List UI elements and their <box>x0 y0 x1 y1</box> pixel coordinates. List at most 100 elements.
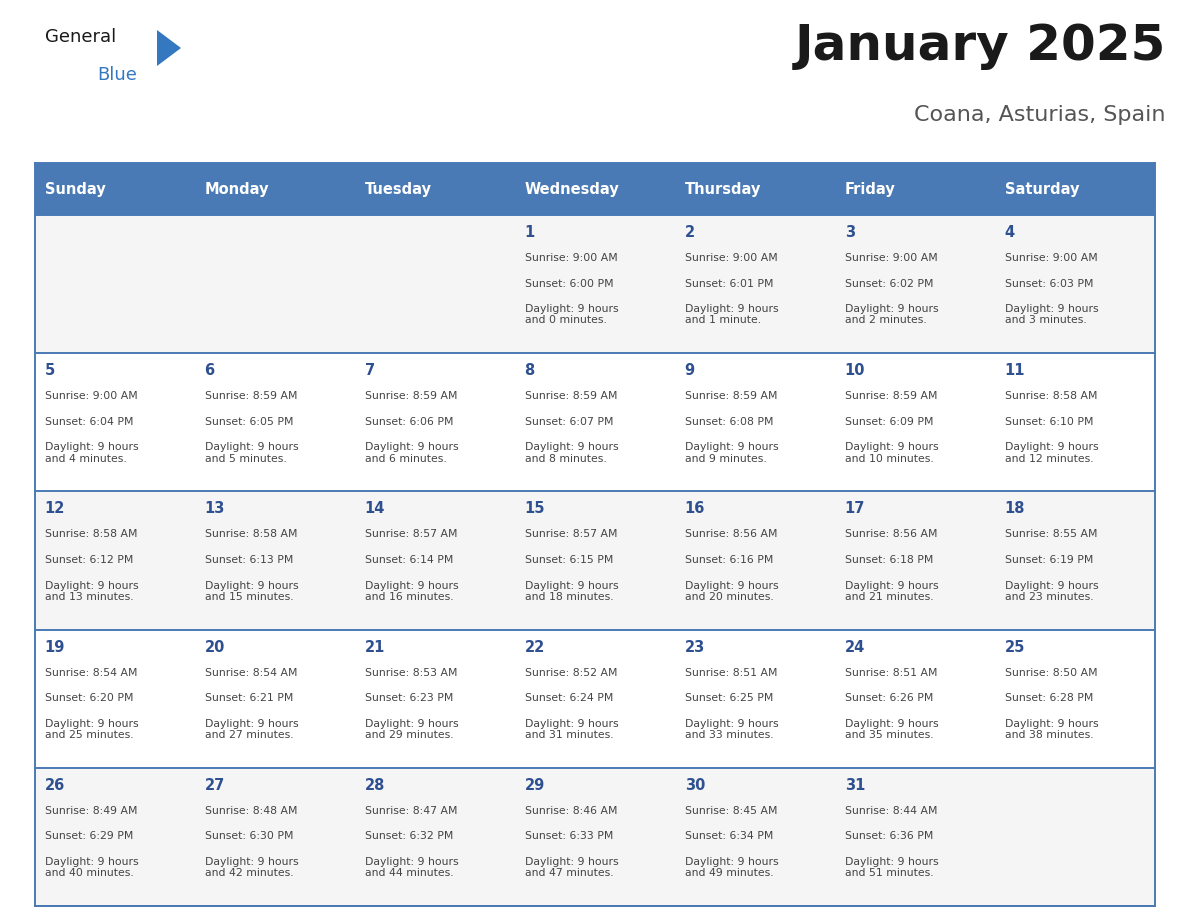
Text: Sunset: 6:05 PM: Sunset: 6:05 PM <box>204 417 293 427</box>
Bar <box>996 215 1155 353</box>
Text: Daylight: 9 hours
and 33 minutes.: Daylight: 9 hours and 33 minutes. <box>684 719 778 740</box>
Text: Daylight: 9 hours
and 6 minutes.: Daylight: 9 hours and 6 minutes. <box>365 442 459 464</box>
Text: Saturday: Saturday <box>1005 182 1079 196</box>
Bar <box>996 491 1155 630</box>
Text: Sunset: 6:02 PM: Sunset: 6:02 PM <box>845 278 933 288</box>
Text: Sunrise: 8:48 AM: Sunrise: 8:48 AM <box>204 806 297 816</box>
Text: 4: 4 <box>1005 225 1015 240</box>
Text: Sunrise: 8:56 AM: Sunrise: 8:56 AM <box>684 530 777 540</box>
Text: Sunrise: 8:54 AM: Sunrise: 8:54 AM <box>45 667 137 677</box>
Text: 11: 11 <box>1005 364 1025 378</box>
Text: 23: 23 <box>684 640 704 655</box>
Text: Daylight: 9 hours
and 5 minutes.: Daylight: 9 hours and 5 minutes. <box>204 442 298 464</box>
Text: 13: 13 <box>204 501 225 517</box>
Text: Sunset: 6:15 PM: Sunset: 6:15 PM <box>525 555 613 565</box>
Bar <box>675 215 835 353</box>
Text: 1: 1 <box>525 225 535 240</box>
Bar <box>355 491 516 630</box>
Text: Thursday: Thursday <box>684 182 762 196</box>
Bar <box>675 767 835 906</box>
Text: Daylight: 9 hours
and 1 minute.: Daylight: 9 hours and 1 minute. <box>684 304 778 325</box>
Bar <box>675 163 835 215</box>
Text: Sunset: 6:13 PM: Sunset: 6:13 PM <box>204 555 293 565</box>
Text: Sunset: 6:06 PM: Sunset: 6:06 PM <box>365 417 453 427</box>
Bar <box>34 767 195 906</box>
Bar <box>355 353 516 491</box>
Bar <box>996 163 1155 215</box>
Bar <box>996 767 1155 906</box>
Text: Sunrise: 8:50 AM: Sunrise: 8:50 AM <box>1005 667 1098 677</box>
Bar <box>355 767 516 906</box>
Text: Wednesday: Wednesday <box>525 182 619 196</box>
Text: Sunset: 6:32 PM: Sunset: 6:32 PM <box>365 832 453 842</box>
Bar <box>516 767 675 906</box>
Text: Daylight: 9 hours
and 40 minutes.: Daylight: 9 hours and 40 minutes. <box>45 856 138 879</box>
Bar <box>195 215 355 353</box>
Text: Sunrise: 8:45 AM: Sunrise: 8:45 AM <box>684 806 777 816</box>
Text: Tuesday: Tuesday <box>365 182 431 196</box>
Text: Sunrise: 8:54 AM: Sunrise: 8:54 AM <box>204 667 297 677</box>
Bar <box>516 630 675 767</box>
Bar <box>34 630 195 767</box>
Text: Sunset: 6:10 PM: Sunset: 6:10 PM <box>1005 417 1093 427</box>
Text: Sunset: 6:14 PM: Sunset: 6:14 PM <box>365 555 453 565</box>
Text: 7: 7 <box>365 364 374 378</box>
Text: Sunrise: 8:56 AM: Sunrise: 8:56 AM <box>845 530 937 540</box>
Text: 22: 22 <box>525 640 545 655</box>
Text: Daylight: 9 hours
and 4 minutes.: Daylight: 9 hours and 4 minutes. <box>45 442 138 464</box>
Text: Sunrise: 8:53 AM: Sunrise: 8:53 AM <box>365 667 457 677</box>
Text: Daylight: 9 hours
and 0 minutes.: Daylight: 9 hours and 0 minutes. <box>525 304 618 325</box>
Text: Sunrise: 8:57 AM: Sunrise: 8:57 AM <box>365 530 457 540</box>
Text: Sunset: 6:07 PM: Sunset: 6:07 PM <box>525 417 613 427</box>
Text: Daylight: 9 hours
and 16 minutes.: Daylight: 9 hours and 16 minutes. <box>365 580 459 601</box>
Text: 24: 24 <box>845 640 865 655</box>
Text: Daylight: 9 hours
and 49 minutes.: Daylight: 9 hours and 49 minutes. <box>684 856 778 879</box>
Text: Daylight: 9 hours
and 18 minutes.: Daylight: 9 hours and 18 minutes. <box>525 580 618 601</box>
Text: Sunset: 6:25 PM: Sunset: 6:25 PM <box>684 693 773 703</box>
Text: Sunday: Sunday <box>45 182 106 196</box>
Bar <box>34 163 195 215</box>
Text: Daylight: 9 hours
and 31 minutes.: Daylight: 9 hours and 31 minutes. <box>525 719 618 740</box>
Text: 5: 5 <box>45 364 55 378</box>
Text: Daylight: 9 hours
and 23 minutes.: Daylight: 9 hours and 23 minutes. <box>1005 580 1098 601</box>
Bar <box>996 630 1155 767</box>
Text: Daylight: 9 hours
and 47 minutes.: Daylight: 9 hours and 47 minutes. <box>525 856 618 879</box>
Text: Sunrise: 9:00 AM: Sunrise: 9:00 AM <box>684 253 777 263</box>
Bar <box>195 491 355 630</box>
Text: Daylight: 9 hours
and 42 minutes.: Daylight: 9 hours and 42 minutes. <box>204 856 298 879</box>
Text: 6: 6 <box>204 364 215 378</box>
Text: Sunset: 6:20 PM: Sunset: 6:20 PM <box>45 693 133 703</box>
Text: Sunset: 6:33 PM: Sunset: 6:33 PM <box>525 832 613 842</box>
Text: 12: 12 <box>45 501 65 517</box>
Bar <box>835 491 996 630</box>
Text: Daylight: 9 hours
and 10 minutes.: Daylight: 9 hours and 10 minutes. <box>845 442 939 464</box>
Bar <box>34 353 195 491</box>
Text: Sunrise: 8:51 AM: Sunrise: 8:51 AM <box>684 667 777 677</box>
Bar <box>835 630 996 767</box>
Text: 18: 18 <box>1005 501 1025 517</box>
Bar <box>34 215 195 353</box>
Bar <box>516 163 675 215</box>
Text: Sunset: 6:16 PM: Sunset: 6:16 PM <box>684 555 773 565</box>
Text: Sunset: 6:08 PM: Sunset: 6:08 PM <box>684 417 773 427</box>
Text: 27: 27 <box>204 778 225 793</box>
Bar <box>675 353 835 491</box>
Text: 14: 14 <box>365 501 385 517</box>
Text: Daylight: 9 hours
and 9 minutes.: Daylight: 9 hours and 9 minutes. <box>684 442 778 464</box>
Text: Sunset: 6:19 PM: Sunset: 6:19 PM <box>1005 555 1093 565</box>
Text: Sunset: 6:09 PM: Sunset: 6:09 PM <box>845 417 933 427</box>
Text: 30: 30 <box>684 778 704 793</box>
Text: 16: 16 <box>684 501 704 517</box>
Text: 25: 25 <box>1005 640 1025 655</box>
Text: Sunrise: 8:59 AM: Sunrise: 8:59 AM <box>845 391 937 401</box>
Polygon shape <box>157 30 181 66</box>
Text: Friday: Friday <box>845 182 896 196</box>
Bar <box>516 353 675 491</box>
Text: Sunrise: 8:51 AM: Sunrise: 8:51 AM <box>845 667 937 677</box>
Text: Daylight: 9 hours
and 12 minutes.: Daylight: 9 hours and 12 minutes. <box>1005 442 1098 464</box>
Text: Sunset: 6:30 PM: Sunset: 6:30 PM <box>204 832 293 842</box>
Bar <box>835 215 996 353</box>
Bar <box>675 491 835 630</box>
Text: 26: 26 <box>45 778 65 793</box>
Text: Daylight: 9 hours
and 2 minutes.: Daylight: 9 hours and 2 minutes. <box>845 304 939 325</box>
